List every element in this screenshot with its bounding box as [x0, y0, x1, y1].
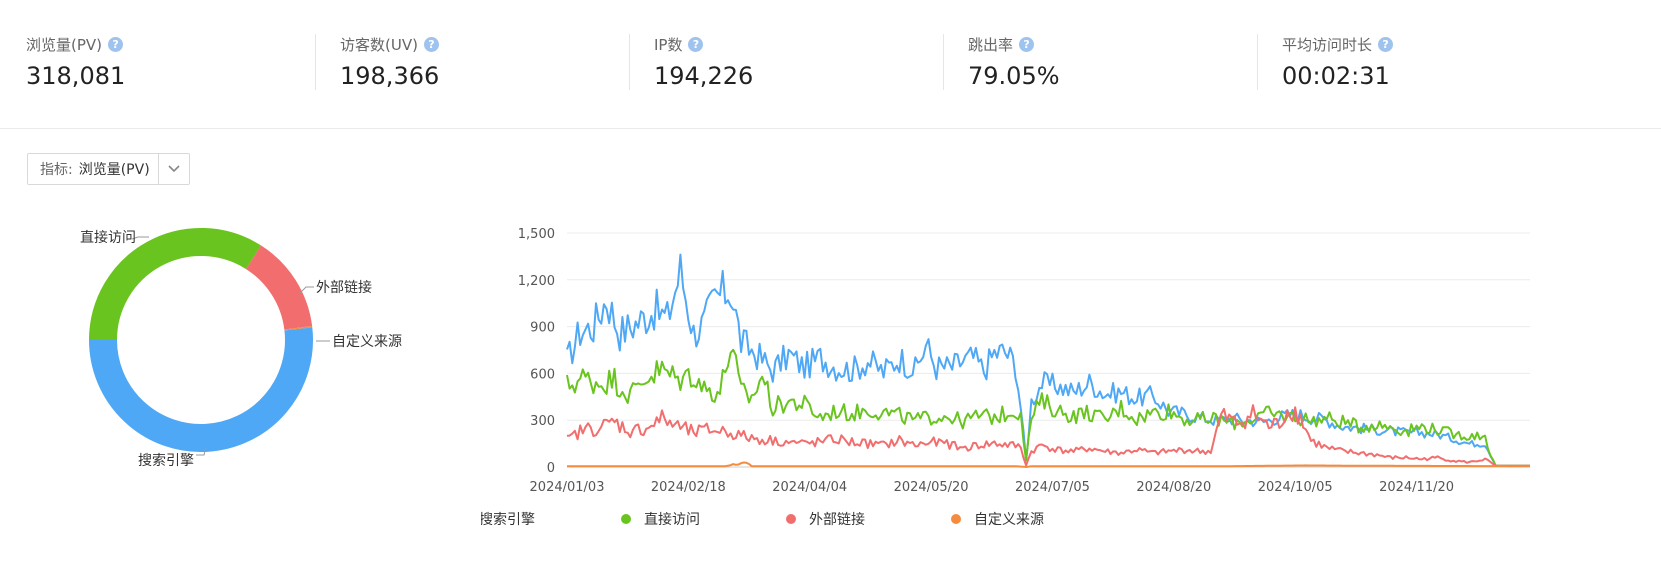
series-line[interactable] — [566, 253, 1530, 467]
divider — [943, 34, 944, 90]
metric-label: 浏览量(PV) — [26, 36, 103, 54]
selector-prefix: 指标: — [40, 162, 73, 178]
legend-label[interactable]: 搜索引擎 — [481, 511, 535, 528]
leader-line — [299, 286, 314, 294]
metric-value: 318,081 — [26, 62, 126, 90]
legend-marker[interactable] — [951, 514, 961, 524]
x-tick-label: 2024/01/03 — [530, 480, 605, 495]
donut-slices — [89, 228, 313, 452]
selector-value: 浏览量(PV) — [78, 162, 150, 178]
metric-value: 194,226 — [654, 62, 754, 90]
metrics-summary-bar: 浏览量(PV)? 318,081 访客数(UV)? 198,366 IP数? 1… — [0, 0, 1661, 129]
x-tick-label: 2024/04/04 — [772, 480, 847, 495]
metric-label: 跳出率 — [968, 36, 1014, 54]
x-tick-label: 2024/02/18 — [651, 480, 726, 495]
divider — [1257, 34, 1258, 90]
legend: 搜索引擎 直接访问 外部链接 自定义来源 — [481, 511, 1044, 528]
legend-marker[interactable] — [621, 514, 631, 524]
metric-value: 79.05% — [968, 62, 1060, 90]
metric-label: IP数 — [654, 36, 683, 54]
slice-label: 自定义来源 — [332, 334, 402, 350]
metric-value: 00:02:31 — [1282, 62, 1390, 90]
slice-label: 直接访问 — [80, 229, 136, 246]
x-tick-label: 2024/11/20 — [1379, 480, 1454, 495]
chevron-down-icon — [168, 165, 180, 173]
metric-selector[interactable]: 指标: 浏览量(PV) — [27, 153, 190, 185]
y-tick-label: 0 — [547, 461, 555, 476]
donut-slice[interactable] — [245, 245, 313, 330]
leader-line — [131, 236, 149, 240]
x-tick-label: 2024/08/20 — [1136, 480, 1211, 495]
donut-labels: 直接访问 外部链接 自定义来源 搜索引擎 — [80, 229, 402, 469]
y-axis-ticks: 0 300 600 900 1,200 1,500 — [518, 227, 555, 476]
y-tick-label: 1,200 — [518, 274, 555, 289]
y-tick-label: 600 — [530, 367, 555, 382]
metric-value: 198,366 — [340, 62, 440, 90]
series-line[interactable] — [567, 461, 1530, 468]
help-icon[interactable]: ? — [1019, 37, 1035, 52]
x-tick-label: 2024/10/05 — [1258, 480, 1333, 495]
series-line[interactable] — [566, 404, 1530, 467]
help-icon[interactable]: ? — [423, 37, 439, 52]
help-icon[interactable]: ? — [108, 37, 124, 52]
metric-label: 访客数(UV) — [340, 36, 418, 54]
traffic-trend-line-chart: 0 300 600 900 1,200 1,500 2024/01/03 2024/02/1… — [481, 227, 1530, 528]
help-icon[interactable]: ? — [1378, 37, 1394, 52]
x-tick-label: 2024/07/05 — [1015, 480, 1090, 495]
metric-label: 平均访问时长 — [1282, 36, 1373, 54]
slice-label: 搜索引擎 — [138, 452, 194, 469]
donut-slice[interactable] — [89, 327, 313, 452]
legend-label[interactable]: 外部链接 — [809, 511, 865, 528]
dropdown-toggle[interactable] — [157, 154, 189, 184]
series-line[interactable] — [566, 348, 1530, 467]
y-tick-label: 300 — [530, 414, 555, 429]
x-axis-ticks: 2024/01/03 2024/02/18 2024/04/04 2024/05/20… — [530, 480, 1454, 495]
x-tick-label: 2024/05/20 — [894, 480, 969, 495]
leader-line — [196, 446, 207, 456]
donut-slice[interactable] — [89, 228, 261, 341]
divider — [629, 34, 630, 90]
series-lines — [566, 253, 1530, 468]
help-icon[interactable]: ? — [688, 37, 704, 52]
legend-marker[interactable] — [786, 514, 796, 524]
legend-label[interactable]: 直接访问 — [644, 511, 700, 528]
traffic-source-donut-chart: 直接访问 外部链接 自定义来源 搜索引擎 — [80, 228, 402, 469]
y-tick-label: 900 — [530, 321, 555, 336]
slice-label: 外部链接 — [316, 279, 372, 296]
legend-label[interactable]: 自定义来源 — [974, 512, 1044, 528]
divider — [315, 34, 316, 90]
y-tick-label: 1,500 — [518, 227, 555, 242]
